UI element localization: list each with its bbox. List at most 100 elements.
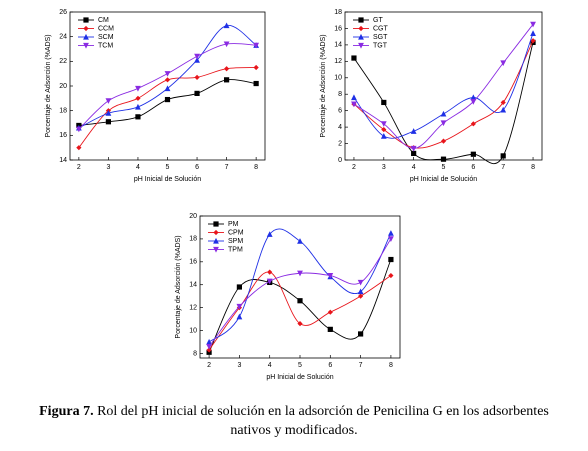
marker xyxy=(135,95,141,101)
y-tick-label: 20 xyxy=(59,83,67,90)
marker xyxy=(135,103,141,110)
y-tick-label: 10 xyxy=(189,327,197,334)
marker xyxy=(223,77,230,83)
y-tick-label: 16 xyxy=(189,259,197,266)
marker xyxy=(267,269,273,275)
marker xyxy=(358,42,364,49)
x-tick-label: 4 xyxy=(136,164,140,171)
marker xyxy=(266,278,273,285)
x-tick-label: 8 xyxy=(254,164,258,171)
marker xyxy=(470,99,477,105)
marker xyxy=(470,151,476,157)
marker xyxy=(440,156,447,162)
marker xyxy=(236,303,243,310)
marker xyxy=(164,77,171,83)
caption: Figura 7. Rol del pH inicial de solución… xyxy=(39,404,549,419)
x-tick-label: 8 xyxy=(389,362,393,369)
marker xyxy=(105,98,112,104)
marker xyxy=(164,96,171,103)
marker xyxy=(135,114,141,120)
caption-text: nativos y modificados. xyxy=(230,423,357,438)
marker xyxy=(500,60,507,67)
marker xyxy=(194,74,200,80)
legend-label: TPM xyxy=(228,246,243,253)
marker xyxy=(530,38,536,44)
marker xyxy=(223,66,230,72)
marker xyxy=(206,338,212,345)
y-tick-label: 20 xyxy=(189,213,197,220)
marker xyxy=(253,80,259,87)
marker xyxy=(297,238,303,244)
marker xyxy=(83,25,89,32)
legend-label: TCM xyxy=(98,42,113,49)
legend-label: CPM xyxy=(228,229,244,236)
marker xyxy=(530,30,536,36)
series-line xyxy=(353,42,534,164)
marker xyxy=(206,347,212,353)
marker xyxy=(194,53,200,60)
x-tick-label: 8 xyxy=(531,164,535,171)
x-axis-label: pH Inicial de Solución xyxy=(134,176,201,183)
y-tick-label: 0 xyxy=(338,157,342,164)
y-tick-label: 16 xyxy=(59,132,67,139)
marker xyxy=(358,33,364,40)
marker xyxy=(83,17,89,23)
marker xyxy=(213,237,219,244)
marker xyxy=(164,85,171,92)
y-tick-label: 14 xyxy=(59,157,67,164)
marker xyxy=(105,119,112,125)
marker xyxy=(194,57,200,63)
marker xyxy=(206,343,212,350)
y-tick-label: 8 xyxy=(338,91,342,98)
marker xyxy=(297,270,303,277)
x-tick-label: 2 xyxy=(207,362,211,369)
marker xyxy=(440,138,447,144)
marker xyxy=(440,110,447,117)
x-tick-label: 3 xyxy=(106,164,110,171)
y-tick-label: 16 xyxy=(334,25,342,32)
legend-label: GT xyxy=(373,17,383,24)
y-tick-label: 26 xyxy=(59,9,67,16)
x-tick-label: 4 xyxy=(412,164,416,171)
marker xyxy=(213,229,219,236)
marker xyxy=(253,42,260,49)
marker xyxy=(358,25,364,32)
marker xyxy=(76,145,82,151)
legend-label: CGT xyxy=(373,25,389,32)
marker xyxy=(358,331,364,337)
x-tick-label: 6 xyxy=(471,164,475,171)
marker xyxy=(297,321,303,327)
marker xyxy=(388,256,394,263)
legend-label: SCM xyxy=(98,34,114,41)
caption-text: Rol del pH inicial de solución en la ads… xyxy=(97,404,549,419)
legend-label: CM xyxy=(98,17,109,24)
marker xyxy=(83,42,89,49)
y-tick-label: 2 xyxy=(338,140,342,147)
marker xyxy=(213,246,219,253)
y-tick-label: 4 xyxy=(338,124,342,131)
series-line xyxy=(208,271,392,351)
marker xyxy=(357,279,364,286)
x-tick-label: 7 xyxy=(501,164,505,171)
x-tick-label: 5 xyxy=(166,164,170,171)
y-axis-label: Porcentaje de Adsorción (%ADS) xyxy=(320,34,327,137)
marker xyxy=(327,272,334,279)
x-tick-label: 2 xyxy=(77,164,81,171)
marker xyxy=(351,101,357,108)
marker xyxy=(380,133,387,139)
marker xyxy=(236,284,242,290)
marker xyxy=(194,90,200,96)
x-tick-label: 5 xyxy=(442,164,446,171)
legend-label: SPM xyxy=(228,238,243,245)
marker xyxy=(470,94,477,101)
y-tick-label: 18 xyxy=(189,236,197,243)
y-tick-label: 14 xyxy=(189,282,197,289)
marker xyxy=(410,128,417,134)
marker xyxy=(327,326,333,332)
y-axis-label: Porcentaje de Adsorción (%ADS) xyxy=(45,34,52,137)
marker xyxy=(253,64,259,71)
legend-label: SGT xyxy=(373,34,388,41)
marker xyxy=(530,21,536,28)
x-tick-label: 3 xyxy=(382,164,386,171)
